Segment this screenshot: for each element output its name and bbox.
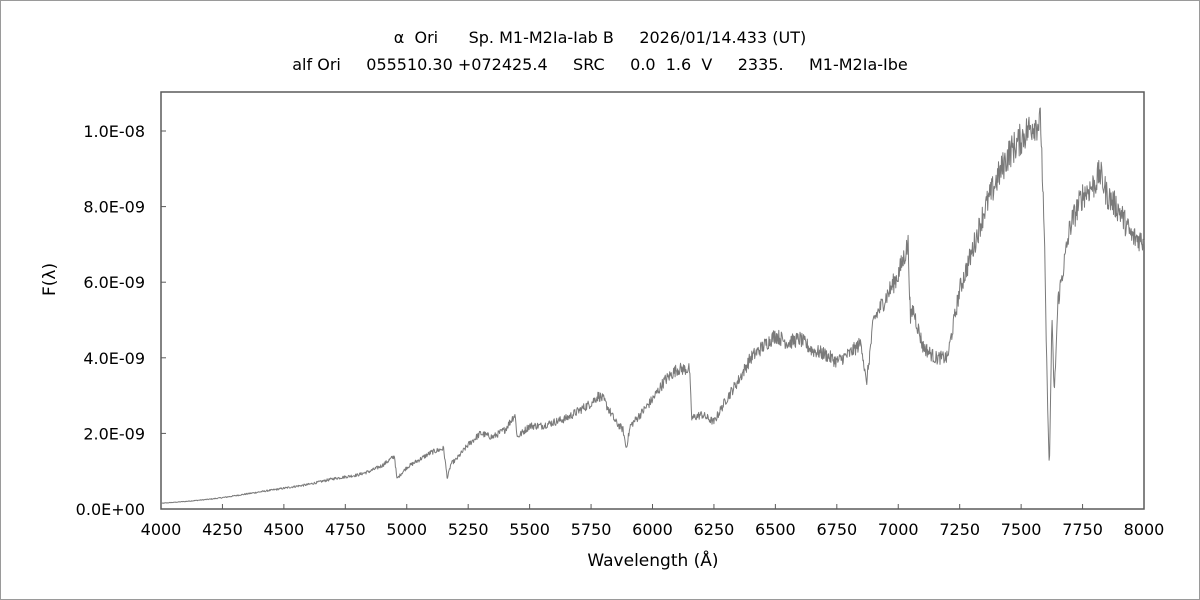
spectrum-line [160, 107, 1145, 504]
chart-title: α Ori Sp. M1-M2Ia-Iab B 2026/01/14.433 (… [393, 28, 807, 47]
x-tick-label: 5750 [571, 520, 612, 539]
x-tick-label: 5250 [448, 520, 489, 539]
plot-area [160, 91, 1145, 510]
x-tick-label: 7750 [1062, 520, 1103, 539]
y-tick-label: 2.0E-09 [83, 424, 145, 443]
x-tick-label: 6250 [694, 520, 735, 539]
x-tick-label: 7250 [939, 520, 980, 539]
y-tick-label: 6.0E-09 [83, 273, 145, 292]
x-tick-label: 4500 [264, 520, 305, 539]
y-axis-ticks: 0.0E+00 2.0E-09 4.0E-09 6.0E-09 8.0E-09 1.0E-… [76, 122, 166, 519]
x-tick-label: 6500 [755, 520, 796, 539]
x-axis-label: Wavelength (Å) [587, 551, 719, 571]
x-tick-label: 5000 [386, 520, 427, 539]
x-tick-label: 5500 [509, 520, 550, 539]
y-tick-label: 0.0E+00 [76, 500, 145, 519]
x-tick-label: 4750 [325, 520, 366, 539]
y-tick-label: 4.0E-09 [83, 349, 145, 368]
chart-subtitle: alf Ori 055510.30 +072425.4 SRC 0.0 1.6 … [292, 55, 908, 74]
x-tick-label: 8000 [1124, 520, 1165, 539]
x-tick-label: 4250 [202, 520, 243, 539]
y-tick-label: 8.0E-09 [83, 198, 145, 217]
x-tick-label: 7500 [1001, 520, 1042, 539]
x-tick-label: 4000 [141, 520, 182, 539]
x-axis-ticks: 4000 4250 4500 4750 5000 5250 5500 5750 6000 6250… [141, 504, 1165, 539]
y-tick-label: 1.0E-08 [83, 122, 145, 141]
x-tick-label: 6750 [816, 520, 857, 539]
x-tick-label: 7000 [878, 520, 919, 539]
x-tick-label: 6000 [632, 520, 673, 539]
